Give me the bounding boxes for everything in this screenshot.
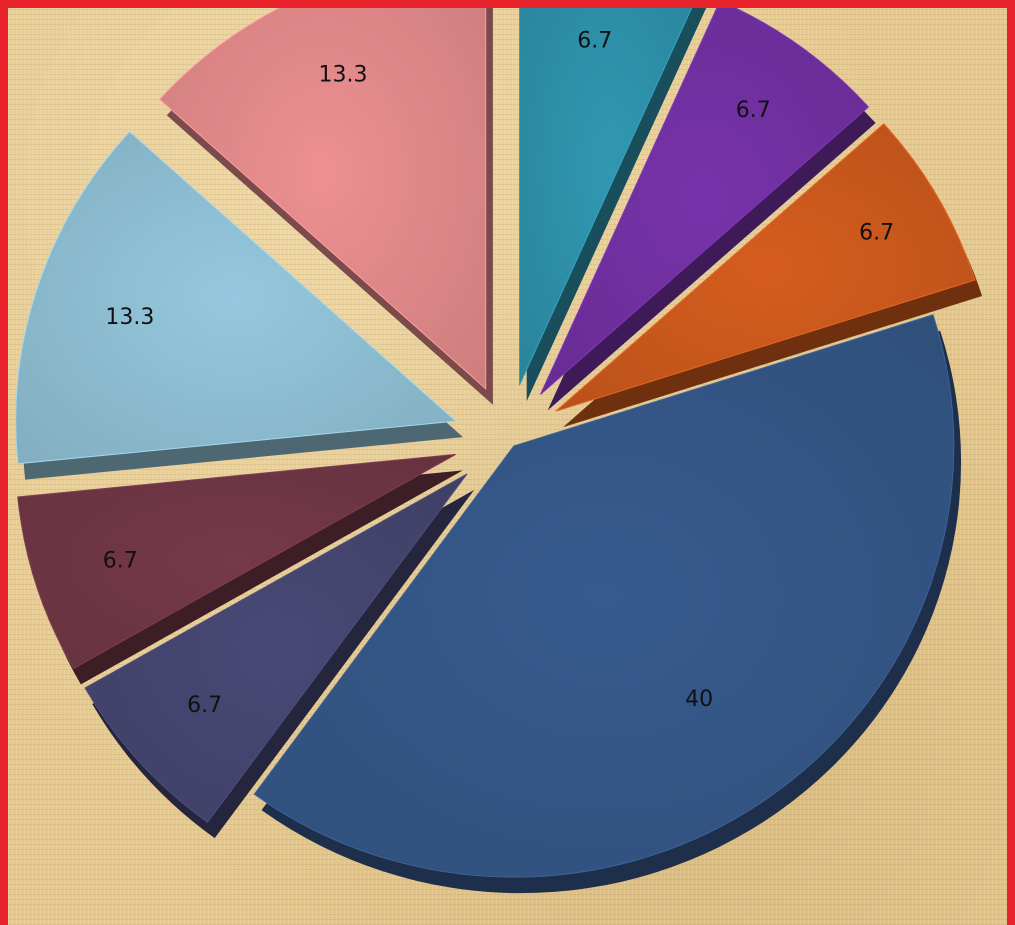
pie-chart: 6.7 6.7 6.7 40 6.7 6.7 13.3 13.3 bbox=[15, 8, 983, 894]
slice-data-label: 6.7 bbox=[859, 220, 894, 245]
slice-data-label: 6.7 bbox=[103, 548, 138, 573]
pie-slice bbox=[17, 453, 456, 670]
pie-data-labels: 6.7 6.7 6.7 40 6.7 6.7 13.3 13.3 bbox=[103, 28, 894, 717]
pie-slice bbox=[15, 130, 457, 465]
pie-slice bbox=[555, 123, 976, 412]
slice-data-label: 13.3 bbox=[105, 305, 154, 330]
pie-slice bbox=[253, 314, 955, 878]
pie-slice bbox=[158, 8, 487, 390]
pie-slice bbox=[518, 8, 693, 386]
slice-data-label: 40 bbox=[685, 687, 713, 712]
pie-slice bbox=[84, 473, 468, 823]
pie-slices bbox=[15, 8, 983, 894]
pie-slice bbox=[539, 8, 870, 395]
slice-data-label: 13.3 bbox=[319, 62, 368, 87]
slice-data-label: 6.7 bbox=[736, 98, 771, 123]
slice-data-label: 6.7 bbox=[187, 693, 222, 718]
slice-data-label: 6.7 bbox=[577, 28, 612, 53]
